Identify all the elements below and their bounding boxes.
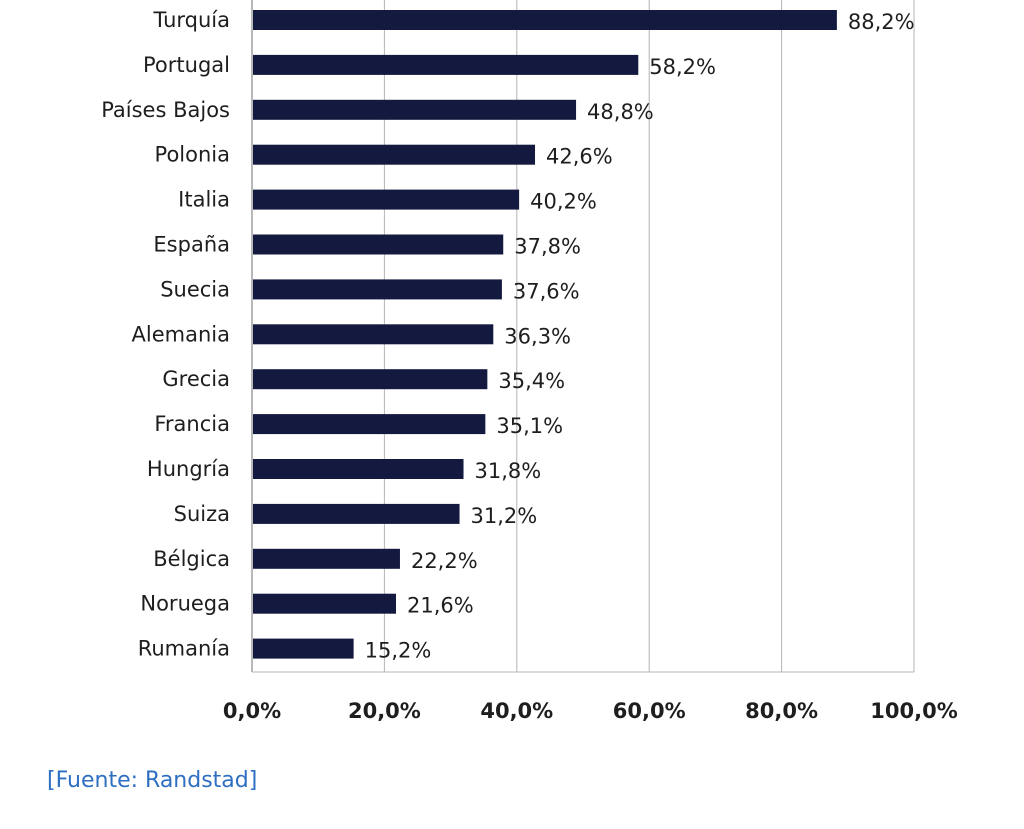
source-note: [Fuente: Randstad] (47, 768, 258, 793)
bar (253, 189, 520, 210)
value-label: 42,6% (546, 145, 613, 169)
bar (253, 638, 354, 659)
bar (253, 144, 536, 165)
value-label: 35,4% (498, 369, 565, 393)
category-label: Francia (154, 412, 230, 436)
value-label: 22,2% (411, 549, 478, 573)
bar (253, 279, 502, 300)
bar (253, 369, 488, 390)
category-label: Suecia (160, 277, 230, 301)
x-tick-label: 0,0% (223, 699, 281, 723)
bar (253, 10, 837, 30)
bar (253, 503, 460, 524)
value-label: 37,6% (513, 279, 580, 303)
category-label: Alemania (132, 322, 230, 346)
x-tick-label: 40,0% (480, 699, 553, 723)
bar (253, 593, 396, 614)
x-tick-label: 80,0% (745, 699, 818, 723)
category-label: Turquía (152, 8, 230, 32)
category-labels: Turquía Portugal Países Bajos Polonia Italia… (101, 8, 230, 661)
x-tick-label: 60,0% (613, 699, 686, 723)
bar (253, 414, 486, 435)
value-label: 21,6% (407, 594, 474, 618)
category-label: Rumanía (138, 637, 230, 661)
value-labels: 88,2% 58,2% 48,8% 42,6% 40,2% 37,8% 37,6% 36,3%… (365, 10, 915, 663)
bar (253, 548, 400, 569)
value-label: 40,2% (530, 190, 597, 214)
bars (253, 10, 837, 659)
bar (253, 459, 464, 479)
value-label: 15,2% (365, 639, 432, 663)
value-label: 88,2% (848, 10, 915, 34)
category-label: Noruega (140, 592, 230, 616)
value-label: 31,2% (471, 504, 538, 528)
x-tick-label: 100,0% (870, 699, 957, 723)
category-label: Portugal (143, 53, 230, 77)
value-label: 35,1% (496, 414, 563, 438)
category-label: Hungría (147, 457, 230, 481)
category-label: Polonia (155, 143, 230, 167)
value-label: 48,8% (587, 100, 654, 124)
bar (253, 234, 504, 255)
category-label: Bélgica (153, 547, 230, 571)
value-label: 37,8% (514, 235, 581, 259)
category-label: Italia (178, 188, 230, 212)
value-label: 36,3% (504, 324, 571, 348)
value-label: 58,2% (649, 55, 716, 79)
x-axis-tick-labels: 0,0% 20,0% 40,0% 60,0% 80,0% 100,0% (223, 699, 958, 723)
bar (253, 99, 577, 120)
category-label: Países Bajos (101, 98, 230, 122)
x-tick-label: 20,0% (348, 699, 421, 723)
value-label: 31,8% (475, 459, 542, 483)
bar (253, 324, 494, 345)
category-label: Grecia (162, 367, 230, 391)
category-label: España (153, 233, 230, 257)
bar (253, 54, 639, 75)
category-label: Suiza (174, 502, 230, 526)
